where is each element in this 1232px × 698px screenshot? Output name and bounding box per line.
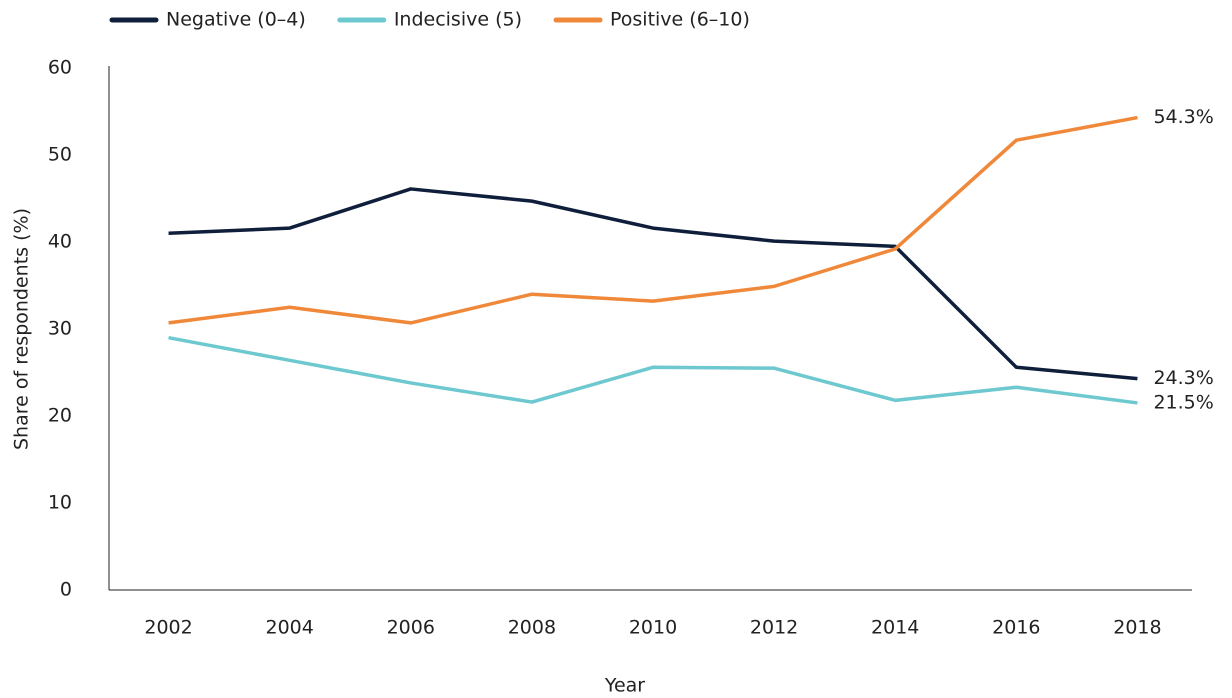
y-tick-label: 40 bbox=[48, 231, 72, 253]
x-tick-label: 2004 bbox=[265, 617, 313, 639]
value-label: 24.3% bbox=[1153, 367, 1213, 389]
y-tick-label: 30 bbox=[48, 318, 72, 340]
legend-label: Indecisive (5) bbox=[394, 9, 522, 31]
x-tick-label: 2018 bbox=[1113, 617, 1161, 639]
y-tick-label: 50 bbox=[48, 144, 72, 166]
x-tick-label: 2012 bbox=[750, 617, 798, 639]
y-tick-label: 0 bbox=[60, 579, 72, 601]
series-line bbox=[168, 115, 1138, 325]
series-line bbox=[168, 335, 1138, 405]
x-tick-label: 2002 bbox=[144, 617, 192, 639]
series-line bbox=[168, 187, 1138, 381]
value-label: 54.3% bbox=[1153, 106, 1213, 128]
y-tick-label: 10 bbox=[48, 492, 72, 514]
x-tick-label: 2008 bbox=[508, 617, 556, 639]
x-tick-label: 2016 bbox=[992, 617, 1040, 639]
y-tick-label: 20 bbox=[48, 405, 72, 427]
legend-label: Negative (0–4) bbox=[166, 9, 306, 31]
y-tick-label: 60 bbox=[48, 57, 72, 79]
x-tick-label: 2010 bbox=[629, 617, 677, 639]
legend-label: Positive (6–10) bbox=[610, 9, 750, 31]
value-label: 21.5% bbox=[1153, 391, 1213, 413]
x-tick-label: 2006 bbox=[387, 617, 435, 639]
x-tick-label: 2014 bbox=[871, 617, 919, 639]
x-axis-label: Year bbox=[604, 675, 645, 697]
y-axis-label: Share of respondents (%) bbox=[11, 208, 33, 450]
